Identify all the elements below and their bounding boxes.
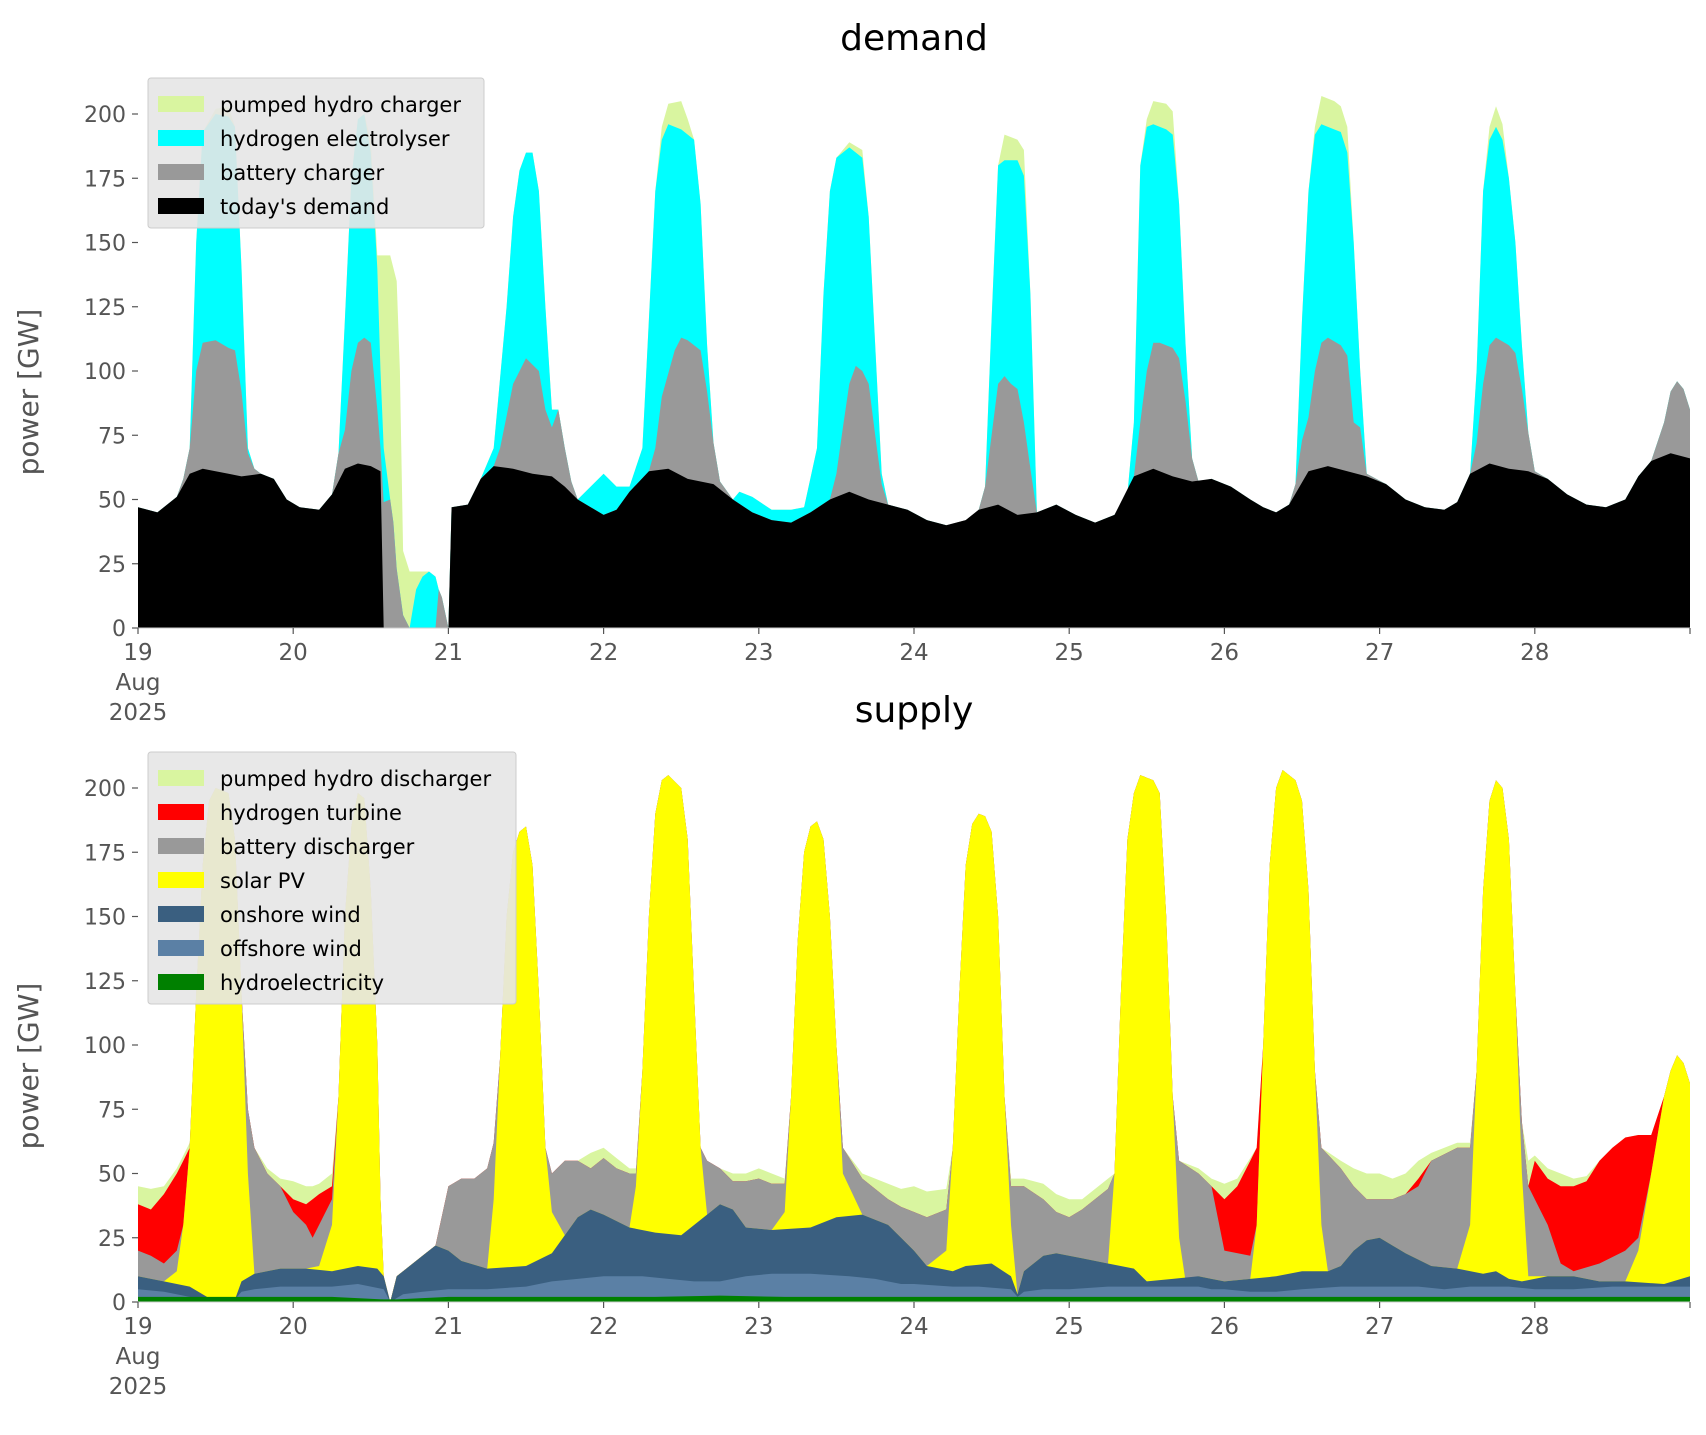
chart-2-legend-swatch	[158, 974, 204, 990]
chart-2-x-tick-label: 22	[589, 1314, 618, 1340]
chart-2-title: supply	[855, 690, 974, 731]
chart-2-legend: pumped hydro discharger hydrogen turbine b…	[147, 751, 517, 1005]
chart-1-y-axis-label: power [GW]	[12, 309, 45, 476]
chart-1-legend-swatch	[158, 130, 204, 146]
chart-2-y-tick-label: 200	[84, 777, 126, 802]
chart-2-y-tick-label: 100	[84, 1034, 126, 1059]
chart-2-legend-label: hydrogen turbine	[220, 801, 402, 825]
chart-1-x-tick-label: 26	[1210, 640, 1239, 666]
chart-2-x-tick-label: 2025	[109, 1374, 168, 1400]
chart-1-y-tick-label: 200	[84, 103, 126, 128]
chart-1-x-tick-label: 2025	[109, 700, 168, 726]
chart-2-legend-label: battery discharger	[220, 835, 415, 859]
chart-2-legend-label: hydroelectricity	[220, 971, 384, 995]
chart-2-area-solar-pv	[138, 770, 1690, 1302]
chart-2-x-tick-label: 28	[1520, 1314, 1549, 1340]
chart-1-legend-swatch	[158, 96, 204, 112]
chart-1-x-tick-label: 24	[899, 640, 928, 666]
chart-2-y-tick-label: 25	[98, 1227, 126, 1252]
chart-2-legend-swatch	[158, 906, 204, 922]
chart-2-y-tick-label: 75	[98, 1098, 126, 1123]
chart-2-x-tick-label: 20	[279, 1314, 308, 1340]
chart-2-x-tick-label: 25	[1055, 1314, 1084, 1340]
chart-1-x-tick-label: 21	[434, 640, 463, 666]
chart-1-title: demand	[840, 18, 988, 59]
chart-1-x-tick-label: Aug	[116, 670, 161, 696]
chart-2-legend-swatch	[158, 940, 204, 956]
chart-1-legend-swatch	[158, 198, 204, 214]
chart-2: 0 25 50 75 100 125 150 175 200 19 Aug 2025 20 21 22 23 2…	[12, 690, 1691, 1400]
chart-2-x-tick-label: 26	[1210, 1314, 1239, 1340]
chart-1-y-tick-label: 25	[98, 553, 126, 578]
chart-2-x-tick-label: 21	[434, 1314, 463, 1340]
chart-1-y-tick-label: 100	[84, 360, 126, 385]
chart-1-x-tick-label: 25	[1055, 640, 1084, 666]
chart-2-legend-swatch	[158, 838, 204, 854]
chart-2-legend-swatch	[158, 872, 204, 888]
chart-2-area-hydroelectricity	[138, 1295, 1690, 1302]
chart-1-x-tick-label: 27	[1365, 640, 1394, 666]
chart-1-legend-swatch	[158, 164, 204, 180]
chart-1: 0 25 50 75 100 125 150 175 200 19 Aug 2025 20 21 22 23 2…	[12, 18, 1691, 726]
chart-2-x-tick-label: 24	[899, 1314, 928, 1340]
chart-2-y-tick-label: 50	[98, 1163, 126, 1188]
chart-1-legend: pumped hydro charger hydrogen electrolyse…	[147, 77, 485, 229]
chart-2-legend-box	[147, 751, 517, 1005]
chart-2-y-tick-label: 150	[84, 906, 126, 931]
chart-2-y-tick-label: 175	[84, 841, 126, 866]
chart-1-legend-label: battery charger	[220, 161, 385, 185]
chart-2-x-tick-label: 23	[744, 1314, 773, 1340]
chart-2-legend-label: offshore wind	[220, 937, 362, 961]
chart-1-y-tick-label: 0	[112, 617, 126, 642]
chart-1-x-tick-label: 20	[279, 640, 308, 666]
chart-2-y-tick-label: 125	[84, 970, 126, 995]
chart-1-legend-box	[147, 77, 485, 229]
chart-1-legend-label: today's demand	[220, 195, 389, 219]
chart-2-legend-swatch	[158, 804, 204, 820]
chart-2-x-tick-label: 19	[123, 1314, 152, 1340]
chart-2-x-tick-label: Aug	[116, 1344, 161, 1370]
chart-2-legend-label: solar PV	[220, 869, 305, 893]
chart-2-legend-label: onshore wind	[220, 903, 361, 927]
chart-2-y-tick-label: 0	[112, 1291, 126, 1316]
chart-1-legend-label: pumped hydro charger	[220, 93, 461, 117]
chart-1-x-tick-label: 19	[123, 640, 152, 666]
chart-1-y-tick-label: 150	[84, 232, 126, 257]
chart-1-legend-label: hydrogen electrolyser	[220, 127, 450, 151]
chart-1-x-tick-label: 23	[744, 640, 773, 666]
chart-1-x-tick-label: 28	[1520, 640, 1549, 666]
chart-1-y-tick-label: 125	[84, 296, 126, 321]
chart-2-area-onshore-wind	[138, 1204, 1690, 1302]
chart-2-series-group	[138, 770, 1690, 1302]
chart-2-area-offshore-wind	[138, 1273, 1690, 1302]
chart-2-x-tick-label: 27	[1365, 1314, 1394, 1340]
chart-1-area-today-s-demand	[138, 453, 1690, 628]
chart-2-y-axis-label: power [GW]	[12, 983, 45, 1150]
chart-1-series-group	[138, 96, 1690, 628]
chart-1-y-tick-label: 75	[98, 424, 126, 449]
chart-2-legend-label: pumped hydro discharger	[220, 767, 491, 791]
chart-1-y-tick-label: 175	[84, 167, 126, 192]
chart-1-y-tick-label: 50	[98, 489, 126, 514]
chart-1-x-tick-label: 22	[589, 640, 618, 666]
chart-2-legend-swatch	[158, 770, 204, 786]
